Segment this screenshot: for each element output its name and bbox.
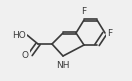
Text: HO: HO <box>12 31 26 40</box>
Text: F: F <box>107 29 112 38</box>
Text: NH: NH <box>56 61 70 70</box>
Text: O: O <box>22 50 29 60</box>
Text: F: F <box>81 7 87 16</box>
